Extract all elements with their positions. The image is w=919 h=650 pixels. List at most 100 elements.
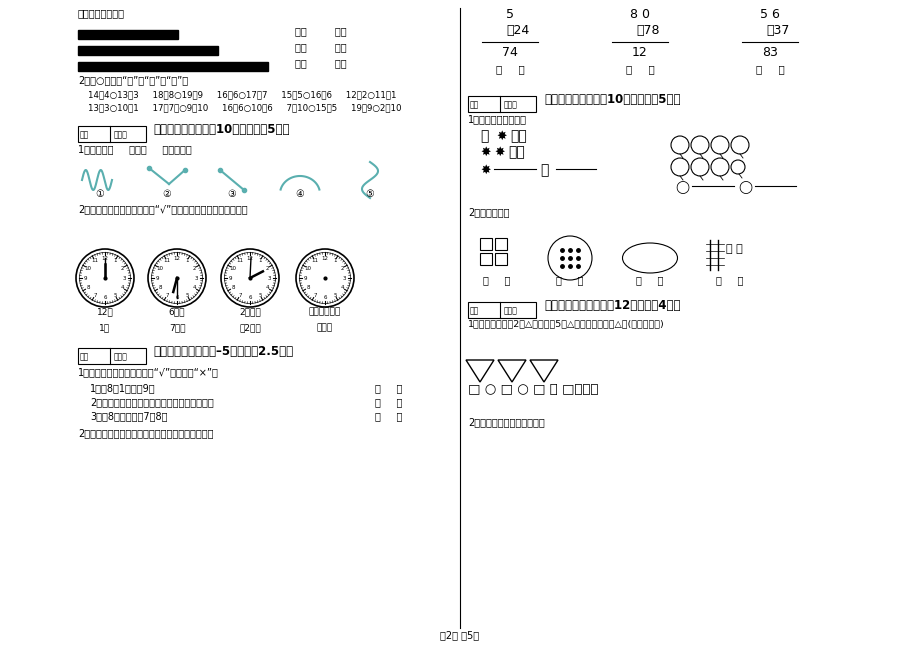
Text: 6: 6	[175, 295, 178, 300]
Text: 1: 1	[258, 259, 261, 263]
Text: 七、看图说话（本题共12分，每题4分）: 七、看图说话（本题共12分，每题4分）	[543, 299, 680, 312]
Text: 74: 74	[502, 46, 517, 59]
Text: 5: 5	[505, 8, 514, 21]
Text: （     ）: （ ）	[556, 275, 583, 285]
Text: 面上你吃午饭: 面上你吃午饭	[309, 307, 341, 316]
Bar	[480, 253, 492, 265]
Text: 6: 6	[103, 295, 107, 300]
Text: 第（         ）根: 第（ ）根	[295, 26, 346, 36]
Text: ✸: ✸	[480, 164, 490, 177]
Bar	[78, 62, 267, 71]
Text: 第（         ）根: 第（ ）根	[295, 42, 346, 52]
Text: 3: 3	[123, 276, 126, 281]
Text: ＋24: ＋24	[505, 24, 528, 37]
Text: 12: 12	[101, 256, 108, 261]
Text: 11: 11	[236, 259, 244, 263]
Text: 1: 1	[333, 259, 336, 263]
Text: 3．与8相邻的数是7和8。: 3．与8相邻的数是7和8。	[90, 411, 167, 421]
Text: 1．下图中（     ）和（     ）是线段。: 1．下图中（ ）和（ ）是线段。	[78, 144, 191, 154]
Text: 7: 7	[94, 292, 96, 298]
Text: 得分: 得分	[470, 100, 479, 109]
Text: ◯: ◯	[675, 181, 688, 194]
Text: ④: ④	[295, 189, 304, 199]
Text: 得分: 得分	[80, 352, 89, 361]
Text: 第（         ）根: 第（ ）根	[295, 58, 346, 68]
Text: 10: 10	[85, 266, 91, 270]
Text: ＋ 个: ＋ 个	[725, 244, 742, 254]
Text: 10: 10	[304, 266, 312, 270]
Text: 4: 4	[340, 285, 344, 291]
Bar	[78, 30, 177, 39]
Text: 评卷人: 评卷人	[114, 130, 128, 139]
Text: 12: 12	[321, 256, 328, 261]
Text: 评卷人: 评卷人	[504, 306, 517, 315]
Text: 4: 4	[120, 285, 124, 291]
Bar	[78, 126, 146, 142]
Text: （     ）: （ ）	[375, 383, 402, 393]
Text: ✸: ✸	[494, 146, 504, 159]
Text: 1．下面的说法对吗。对的打“√”，错的打“×”。: 1．下面的说法对吗。对的打“√”，错的打“×”。	[78, 367, 219, 377]
Text: 12时: 12时	[96, 307, 113, 316]
Text: 2: 2	[340, 266, 344, 270]
Text: 14－4○13－3     18－8○19－9     16－6○17－7     15－5○16－6     12－2○11－1: 14－4○13－3 18－8○19－9 16－6○17－7 15－5○16－6 …	[88, 90, 396, 99]
Text: 》》: 》》	[509, 129, 527, 143]
Text: 2．看图写数。: 2．看图写数。	[468, 207, 509, 217]
Text: 11: 11	[312, 259, 318, 263]
Text: 的时间: 的时间	[316, 323, 333, 332]
Bar	[468, 302, 536, 318]
Bar	[494, 238, 506, 250]
Text: 9: 9	[155, 276, 159, 281]
Text: 2时刚过: 2时刚过	[239, 307, 261, 316]
Text: 10: 10	[156, 266, 164, 270]
Text: 4: 4	[265, 285, 268, 291]
Text: 8 0: 8 0	[630, 8, 650, 21]
Text: 8: 8	[306, 285, 310, 291]
Text: 5: 5	[185, 292, 188, 298]
Text: 2．从右边起，第一位是十位，第二位是个位。: 2．从右边起，第一位是十位，第二位是个位。	[90, 397, 213, 407]
Text: 9: 9	[303, 276, 307, 281]
Text: 五、对与错（本题共–5分，每题2.5分）: 五、对与错（本题共–5分，每题2.5分）	[153, 345, 293, 358]
Bar	[78, 46, 218, 55]
Text: 13－3○10＋1     17－7＝○9＋10     16－6○10＋6     7＋10○15－5     19－9○2＋10: 13－3○10＋1 17－7＝○9＋10 16－6○10＋6 7＋10○15－5…	[88, 103, 401, 112]
Text: 4: 4	[192, 285, 196, 291]
Text: 6: 6	[323, 295, 326, 300]
Text: 8: 8	[86, 285, 89, 291]
Text: ②: ②	[163, 189, 171, 199]
Text: 》: 》	[539, 163, 548, 177]
Text: 1．数一数，填一填。: 1．数一数，填一填。	[468, 114, 527, 124]
Text: （     ）: （ ）	[625, 64, 653, 74]
Text: （     ）: （ ）	[495, 64, 524, 74]
Text: ③: ③	[227, 189, 236, 199]
Text: 四、选一选（本题共10分，每题攩5分）: 四、选一选（本题共10分，每题攩5分）	[153, 123, 289, 136]
Text: －78: －78	[635, 24, 659, 37]
Text: 6: 6	[248, 295, 252, 300]
Text: 2: 2	[120, 266, 124, 270]
Text: ✸: ✸	[495, 130, 506, 143]
Text: 10: 10	[229, 266, 236, 270]
Text: 11: 11	[92, 259, 98, 263]
Text: 评卷人: 评卷人	[114, 352, 128, 361]
Text: 2: 2	[265, 266, 268, 270]
Text: 3: 3	[343, 276, 346, 281]
Text: 六、数一数（本题共10分，每题攩5分）: 六、数一数（本题共10分，每题攩5分）	[543, 93, 680, 106]
Text: 2．我能在正确的时间下面画“√”，并能正确画出时针和分针。: 2．我能在正确的时间下面画“√”，并能正确画出时针和分针。	[78, 204, 247, 214]
Text: 7时半: 7时半	[168, 323, 185, 332]
Text: （     ）: （ ）	[754, 64, 784, 74]
Text: 评卷人: 评卷人	[504, 100, 517, 109]
Text: □ ○ □ ○ □ ＝ □（个）: □ ○ □ ○ □ ＝ □（个）	[468, 383, 598, 396]
Text: 9: 9	[228, 276, 232, 281]
Text: ✸: ✸	[480, 146, 490, 159]
Text: （     ）: （ ）	[375, 397, 402, 407]
Text: 7: 7	[165, 292, 169, 298]
Text: 9: 9	[84, 276, 87, 281]
Text: ⑤: ⑤	[365, 189, 374, 199]
Text: （     ）: （ ）	[636, 275, 663, 285]
Text: 1时: 1时	[99, 323, 110, 332]
Text: 12: 12	[174, 256, 180, 261]
Text: 3: 3	[195, 276, 199, 281]
Text: 11: 11	[164, 259, 170, 263]
Text: （     ）: （ ）	[375, 411, 402, 421]
Bar	[494, 253, 506, 265]
Text: ◯: ◯	[737, 181, 751, 194]
Bar	[78, 348, 146, 364]
